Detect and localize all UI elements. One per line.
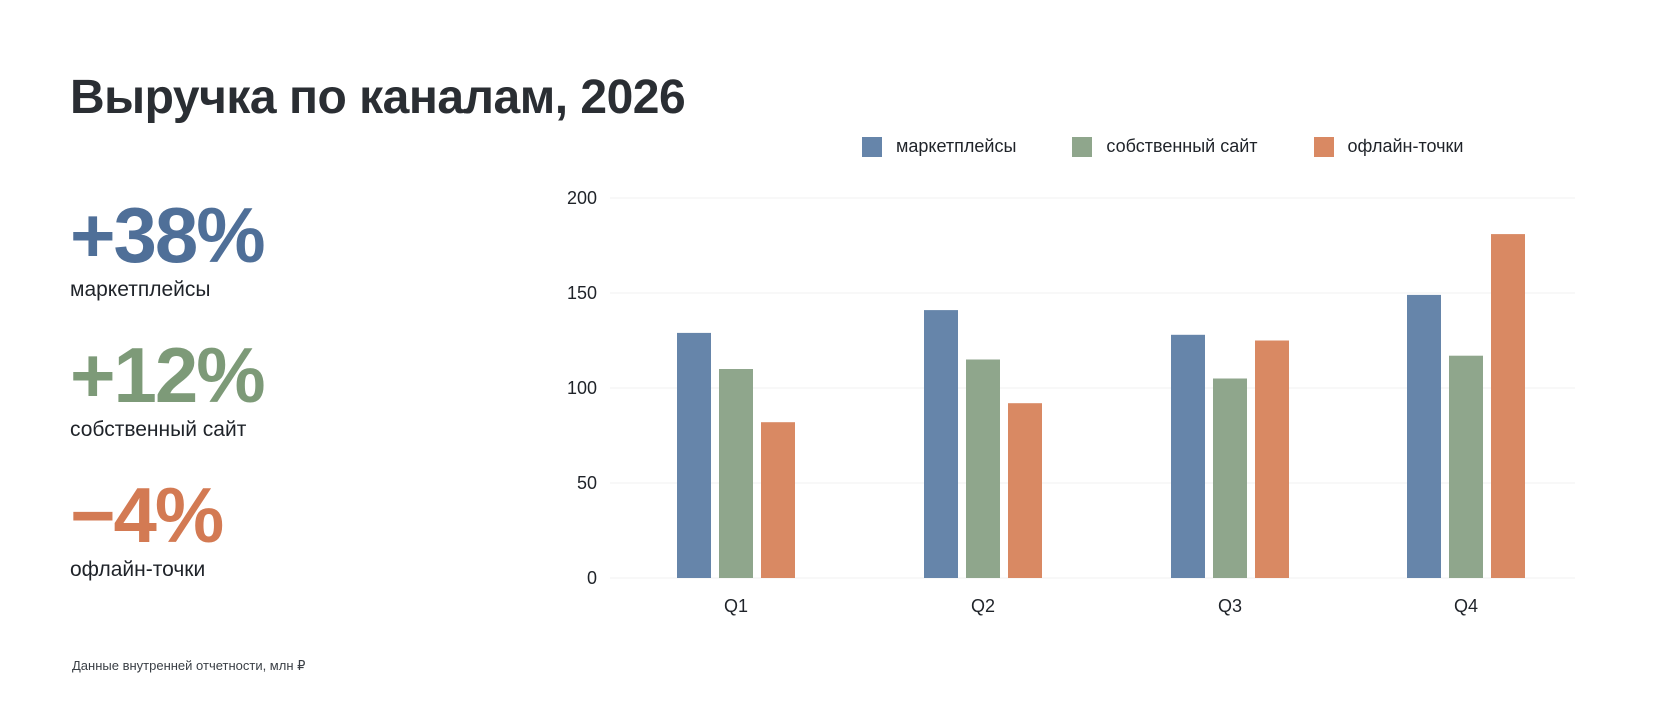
bar-q2-series-1 bbox=[966, 359, 1000, 578]
x-tick-label: Q4 bbox=[1454, 596, 1478, 616]
bar-q3-series-0 bbox=[1171, 334, 1205, 578]
bar-q4-series-1 bbox=[1449, 355, 1483, 578]
legend-item-offline: офлайн-точки bbox=[1313, 136, 1464, 157]
kpi-marketplaces: +38% маркетплейсы bbox=[70, 191, 266, 302]
legend-label: офлайн-точки bbox=[1347, 136, 1464, 156]
legend-label: маркетплейсы bbox=[896, 136, 1017, 156]
legend-swatch bbox=[1313, 136, 1334, 157]
footnote: Данные внутренней отчетности, млн ₽ bbox=[72, 658, 306, 673]
kpi-value: +12% bbox=[70, 331, 266, 419]
y-tick-label: 200 bbox=[567, 188, 597, 208]
kpi-site: +12% собственный сайт bbox=[70, 331, 266, 442]
legend-swatch bbox=[862, 136, 882, 157]
bar-q3-series-1 bbox=[1213, 378, 1247, 578]
bar-q1-series-0 bbox=[677, 332, 711, 578]
legend-item-site: собственный сайт bbox=[1072, 136, 1258, 157]
x-tick-label: Q3 bbox=[1218, 596, 1242, 616]
legend-item-marketplaces: маркетплейсы bbox=[862, 136, 1016, 157]
y-tick-label: 150 bbox=[567, 283, 597, 303]
kpi-label: маркетплейсы bbox=[70, 278, 211, 301]
bar-q3-series-2 bbox=[1255, 340, 1289, 578]
bar-q4-series-0 bbox=[1407, 294, 1441, 578]
y-tick-label: 100 bbox=[567, 378, 597, 398]
x-tick-label: Q1 bbox=[724, 596, 748, 616]
bar-q2-series-0 bbox=[924, 310, 958, 578]
bar-q1-series-2 bbox=[761, 422, 795, 578]
kpi-value: −4% bbox=[70, 471, 224, 559]
y-tick-label: 0 bbox=[587, 568, 597, 588]
kpi-value: +38% bbox=[70, 191, 266, 279]
kpi-offline: −4% офлайн-точки bbox=[70, 471, 224, 582]
kpi-label: собственный сайт bbox=[70, 418, 247, 441]
bar-q4-series-2 bbox=[1491, 234, 1525, 578]
kpi-label: офлайн-точки bbox=[70, 558, 206, 581]
chart-legend: маркетплейсы собственный сайт офлайн-точ… bbox=[862, 136, 1463, 157]
y-tick-label: 50 bbox=[577, 473, 597, 493]
legend-label: собственный сайт bbox=[1106, 136, 1258, 156]
bar-q1-series-1 bbox=[719, 369, 753, 578]
legend-swatch bbox=[1072, 136, 1093, 157]
x-tick-label: Q2 bbox=[971, 596, 995, 616]
page-title: Выручка по каналам, 2026 bbox=[70, 71, 686, 124]
bar-q2-series-2 bbox=[1008, 403, 1042, 578]
